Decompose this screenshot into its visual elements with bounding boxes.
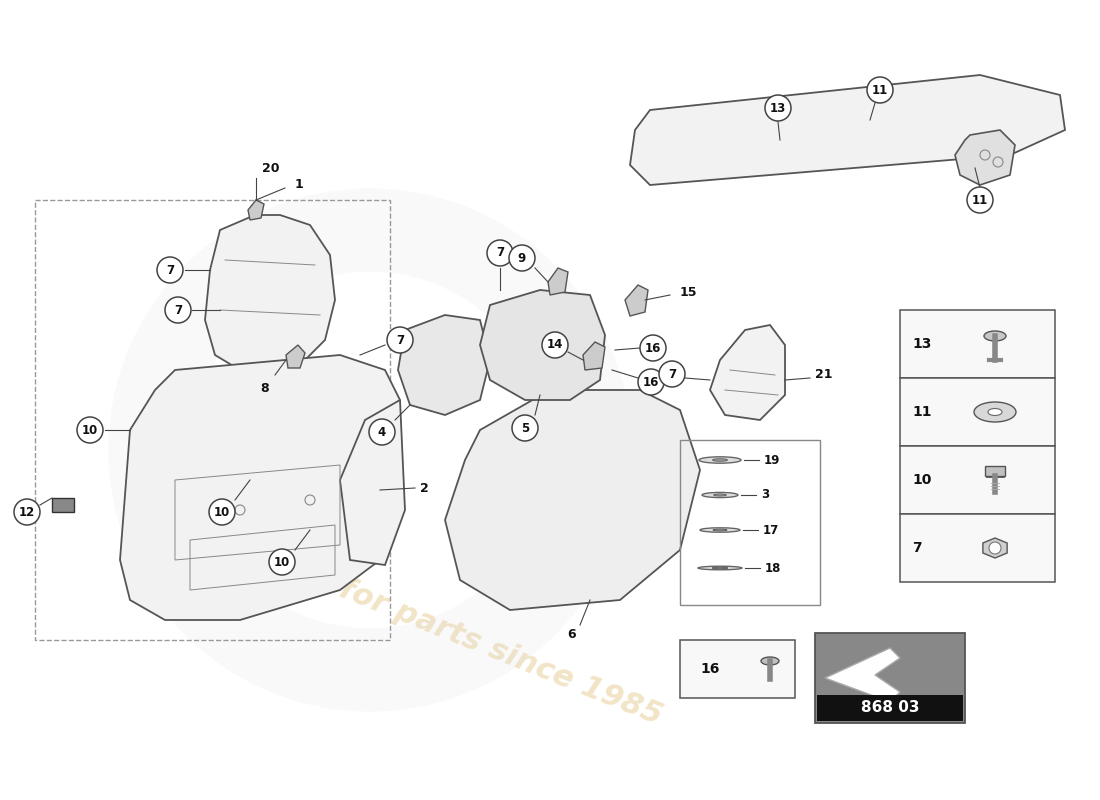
Ellipse shape <box>713 529 727 531</box>
Text: 12: 12 <box>19 506 35 518</box>
Polygon shape <box>120 355 400 620</box>
Circle shape <box>512 415 538 441</box>
Text: 10: 10 <box>81 423 98 437</box>
Circle shape <box>387 327 412 353</box>
Text: 10: 10 <box>912 473 932 487</box>
Ellipse shape <box>761 657 779 665</box>
Text: 7: 7 <box>166 263 174 277</box>
Polygon shape <box>248 200 264 220</box>
Text: 10: 10 <box>213 506 230 518</box>
Text: 7: 7 <box>174 303 183 317</box>
Polygon shape <box>825 648 900 702</box>
Polygon shape <box>625 285 648 316</box>
Polygon shape <box>398 315 490 415</box>
Ellipse shape <box>974 402 1016 422</box>
Text: 11: 11 <box>872 83 888 97</box>
Polygon shape <box>710 325 785 420</box>
Circle shape <box>967 187 993 213</box>
Circle shape <box>659 361 685 387</box>
Polygon shape <box>340 400 405 565</box>
Bar <box>900 446 1055 514</box>
Polygon shape <box>286 345 305 368</box>
Bar <box>984 466 1005 476</box>
Bar <box>680 440 820 605</box>
Text: 16: 16 <box>645 342 661 354</box>
Text: 3: 3 <box>761 489 769 502</box>
Circle shape <box>77 417 103 443</box>
Text: 15: 15 <box>680 286 697 298</box>
Text: 7: 7 <box>496 246 504 259</box>
Text: 16: 16 <box>700 662 719 676</box>
Circle shape <box>165 297 191 323</box>
Circle shape <box>542 332 568 358</box>
Bar <box>900 310 1055 378</box>
Ellipse shape <box>988 409 1002 415</box>
Text: 21: 21 <box>815 369 833 382</box>
Text: 16: 16 <box>642 375 659 389</box>
Text: 7: 7 <box>396 334 404 346</box>
Text: 9: 9 <box>518 251 526 265</box>
Polygon shape <box>548 268 568 295</box>
Circle shape <box>270 549 295 575</box>
Text: 14: 14 <box>547 338 563 351</box>
Text: 7: 7 <box>912 541 922 555</box>
Text: 7: 7 <box>668 367 676 381</box>
Ellipse shape <box>713 567 728 569</box>
Ellipse shape <box>984 331 1006 341</box>
Ellipse shape <box>700 528 740 532</box>
Text: 10: 10 <box>274 555 290 569</box>
Text: 13: 13 <box>912 337 932 351</box>
Polygon shape <box>630 75 1065 185</box>
Text: 6: 6 <box>568 629 576 642</box>
Text: a passion for parts since 1985: a passion for parts since 1985 <box>174 510 667 730</box>
Circle shape <box>867 77 893 103</box>
Circle shape <box>14 499 40 525</box>
Circle shape <box>209 499 235 525</box>
Bar <box>680 640 795 698</box>
Ellipse shape <box>714 494 726 496</box>
Text: 20: 20 <box>262 162 279 174</box>
Text: 4: 4 <box>378 426 386 438</box>
Circle shape <box>764 95 791 121</box>
Text: 8: 8 <box>261 382 270 394</box>
Polygon shape <box>983 538 1008 558</box>
Bar <box>815 633 965 723</box>
Ellipse shape <box>698 566 742 570</box>
Bar <box>900 514 1055 582</box>
Circle shape <box>487 240 513 266</box>
Circle shape <box>157 257 183 283</box>
Text: 11: 11 <box>972 194 988 206</box>
Bar <box>900 378 1055 446</box>
Ellipse shape <box>713 459 727 461</box>
Circle shape <box>368 419 395 445</box>
Circle shape <box>509 245 535 271</box>
Circle shape <box>989 542 1001 554</box>
Ellipse shape <box>698 457 741 463</box>
Bar <box>35 200 390 640</box>
Polygon shape <box>583 342 605 370</box>
Text: 18: 18 <box>764 562 781 574</box>
Text: 5: 5 <box>521 422 529 434</box>
Text: 868 03: 868 03 <box>860 701 920 715</box>
Polygon shape <box>205 215 336 375</box>
Text: 13: 13 <box>770 102 786 114</box>
Polygon shape <box>955 130 1015 185</box>
Text: 11: 11 <box>912 405 932 419</box>
Text: 19: 19 <box>764 454 780 466</box>
Polygon shape <box>446 390 700 610</box>
Circle shape <box>638 369 664 395</box>
Text: 2: 2 <box>420 482 429 494</box>
Circle shape <box>640 335 666 361</box>
Text: 17: 17 <box>763 523 779 537</box>
Bar <box>52 498 74 512</box>
Bar <box>817 695 962 721</box>
Text: 1: 1 <box>295 178 304 191</box>
Ellipse shape <box>702 492 738 498</box>
Polygon shape <box>480 290 605 400</box>
